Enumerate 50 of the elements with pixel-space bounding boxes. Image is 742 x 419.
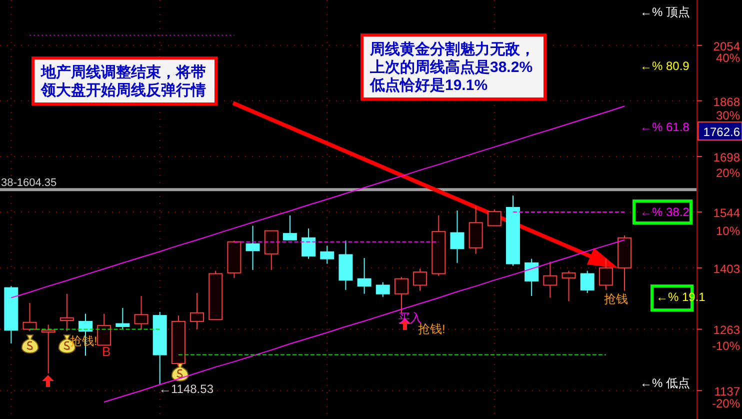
candlestick bbox=[60, 293, 74, 332]
candlestick bbox=[543, 261, 558, 298]
candlestick bbox=[302, 228, 316, 260]
y2-tick-label: -10% bbox=[712, 338, 740, 353]
text: ←% 低点 bbox=[640, 376, 690, 390]
candlestick bbox=[450, 210, 464, 264]
annotation: 抢钱 bbox=[604, 292, 628, 306]
candlestick bbox=[190, 292, 204, 330]
annotation: ←1148.53 bbox=[159, 382, 214, 396]
y2-tick-label: 30% bbox=[716, 108, 740, 123]
candlestick bbox=[357, 257, 372, 294]
candlestick bbox=[394, 276, 408, 314]
y-tick-label: 1403 bbox=[713, 262, 740, 276]
candlestick bbox=[580, 270, 594, 294]
annotation: 买入 bbox=[398, 311, 422, 325]
text: 1762.6 bbox=[703, 125, 740, 139]
text: ←% 80.9 bbox=[640, 59, 690, 73]
candlestick bbox=[524, 258, 539, 297]
candlestick bbox=[97, 313, 112, 346]
annotation: B bbox=[102, 344, 111, 359]
annotation: 地产周线调整结束，将带领大盘开始周线反弹行情 bbox=[40, 64, 206, 99]
candlestick bbox=[376, 282, 390, 298]
y-tick-label: 1868 bbox=[713, 94, 740, 109]
candlestick bbox=[562, 270, 576, 302]
y2-tick-label: 20% bbox=[716, 166, 740, 180]
annotation: 38-1604.35 bbox=[1, 177, 57, 189]
candlestick bbox=[282, 214, 297, 240]
text: ←% 顶点 bbox=[640, 5, 690, 19]
candlestick bbox=[134, 296, 148, 330]
candlestick bbox=[41, 324, 56, 374]
text: ←% 38.2 bbox=[640, 205, 690, 219]
y2-tick-label: 10% bbox=[716, 224, 740, 238]
candlestick bbox=[487, 208, 502, 226]
annotation: 周线黄金分割魅力无敌，上次的周线高点是38.2%低点恰好是19.1% bbox=[369, 41, 535, 94]
candlestick bbox=[413, 268, 428, 292]
y-tick-label: 2054 bbox=[713, 39, 740, 54]
candlestick bbox=[22, 302, 37, 332]
candlestick bbox=[246, 225, 260, 270]
candlestick bbox=[320, 245, 334, 264]
annotation: 抢钱! bbox=[418, 322, 446, 336]
candlestick bbox=[598, 258, 613, 290]
y-tick-label: 1544 bbox=[713, 206, 740, 220]
y2-tick-label: -20% bbox=[712, 396, 740, 410]
candlestick bbox=[264, 230, 278, 270]
y-tick-label: 1263 bbox=[713, 323, 740, 338]
text: ←% 61.8 bbox=[640, 120, 690, 134]
y2-tick-label: 40% bbox=[716, 51, 740, 66]
y-tick-label: 1137 bbox=[714, 384, 740, 399]
candlestick bbox=[116, 307, 130, 330]
y-tick-label: 1698 bbox=[713, 150, 740, 164]
